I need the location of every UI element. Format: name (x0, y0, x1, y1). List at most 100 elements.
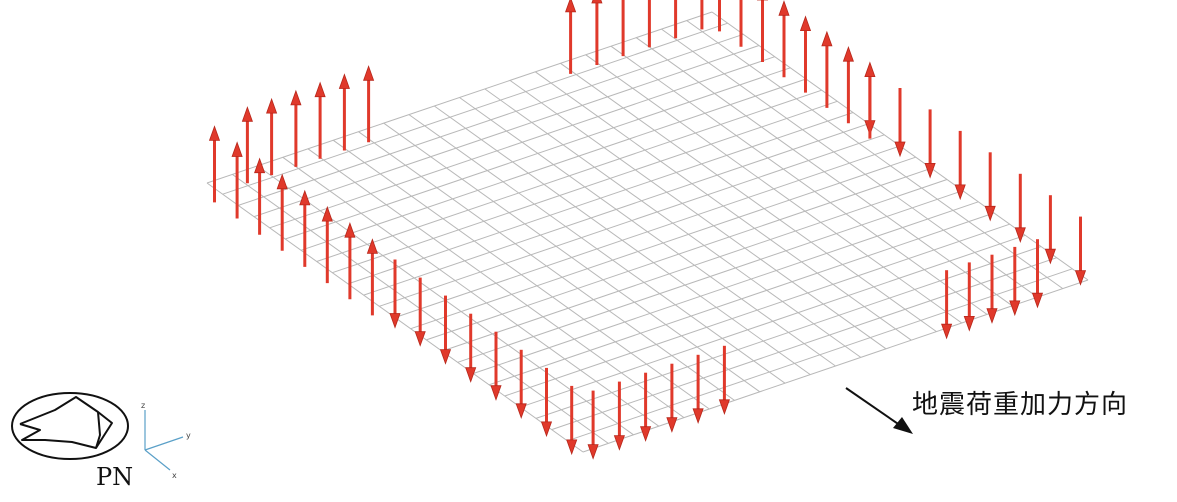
load-arrow-head (591, 0, 603, 4)
load-direction-label: 地震荷重加力方向 (912, 390, 1129, 420)
load-arrow-down (984, 152, 996, 222)
load-arrow-up (621, 0, 625, 57)
load-arrow-down (894, 88, 906, 158)
load-arrow-up (864, 61, 876, 139)
load-arrow-up (799, 15, 812, 93)
load-arrow-head (276, 173, 288, 190)
load-arrow-head (984, 205, 996, 222)
load-arrow-up (231, 141, 243, 219)
load-arrow-down (1009, 246, 1021, 317)
load-arrow-up (739, 0, 743, 47)
mesh-line (551, 257, 1057, 431)
load-arrow-down (540, 367, 553, 438)
load-arrow-up (290, 89, 302, 167)
load-arrow-down (414, 277, 426, 347)
load-arrow-up (276, 173, 288, 251)
load-arrow-up (366, 238, 378, 316)
mesh-line (394, 145, 901, 318)
load-arrow-head (338, 73, 350, 89)
load-arrow-up (363, 65, 375, 143)
load-arrow-head (986, 308, 998, 324)
load-arrow-up (674, 0, 678, 39)
mesh-line (567, 268, 1073, 442)
load-direction-arrow-icon (845, 387, 913, 434)
load-arrow-head (894, 141, 906, 158)
load-arrow-head (389, 313, 401, 329)
load-arrow-down (692, 354, 704, 424)
mesh-line (300, 78, 807, 251)
load-arrow-head (1014, 227, 1026, 243)
load-arrow-down (924, 109, 936, 179)
load-arrow-head (241, 106, 253, 122)
load-arrows (208, 0, 1087, 460)
mesh-line (332, 100, 838, 274)
mesh-line (238, 33, 744, 206)
load-arrow-up (842, 46, 854, 124)
load-arrow-down (1074, 216, 1087, 286)
load-arrow-up (344, 222, 356, 300)
mesh-line (222, 22, 728, 195)
load-arrow-head (363, 65, 375, 81)
load-arrow-head (366, 238, 378, 254)
load-arrow-down (1031, 239, 1044, 309)
load-arrow-head (344, 222, 356, 238)
load-arrow-up (778, 0, 790, 78)
load-arrow-head (1074, 270, 1087, 286)
axis-x-label: x (172, 471, 177, 480)
load-arrow-head (515, 403, 527, 419)
load-arrow-head (321, 205, 333, 222)
load-arrow-head (231, 141, 243, 157)
load-arrow-head (954, 184, 966, 201)
view-orientation-icon (11, 392, 129, 460)
load-arrow-up (299, 189, 311, 267)
load-arrow-up (718, 0, 721, 32)
load-arrow-down (986, 254, 998, 324)
load-arrow-head (799, 15, 812, 32)
load-arrow-head (842, 46, 854, 62)
load-arrow-down (1014, 173, 1026, 243)
load-arrow-down (963, 262, 975, 332)
load-arrow-down (1044, 195, 1056, 265)
load-arrow-up (756, 0, 769, 62)
load-arrow-head (314, 81, 326, 98)
load-arrow-head (963, 315, 975, 332)
load-arrow-down (389, 259, 401, 329)
load-arrow-up (314, 81, 326, 159)
load-arrow-down (587, 390, 599, 460)
mesh-line (488, 212, 995, 386)
mesh-line (206, 11, 713, 184)
mesh-line (269, 56, 775, 229)
load-arrow-head (540, 421, 553, 438)
load-arrow-head (864, 61, 876, 77)
load-arrow-up (208, 125, 221, 203)
mesh-line (582, 279, 1089, 453)
mesh-line (316, 89, 822, 262)
load-arrow-head (718, 399, 730, 415)
mesh-line (520, 234, 1026, 408)
load-arrow-down (666, 363, 678, 433)
mesh-line (473, 201, 979, 374)
axis-z-label: z (141, 401, 145, 410)
load-arrow-down (490, 331, 502, 401)
load-arrow-head (924, 162, 936, 179)
mesh-line (441, 179, 948, 352)
load-arrow-down (439, 295, 452, 365)
load-arrow-up (241, 106, 253, 184)
load-arrow-up (821, 30, 833, 108)
load-arrow-head (565, 0, 577, 13)
view-name-label: PN (96, 463, 134, 491)
load-arrow-head (778, 0, 790, 16)
load-arrow-up (647, 0, 651, 48)
mesh-line (457, 190, 963, 363)
load-arrow-up (591, 0, 603, 65)
load-arrow-head (587, 444, 599, 460)
mesh-line (426, 167, 932, 341)
load-arrow-head (254, 157, 266, 174)
load-arrow-head (299, 189, 311, 206)
load-arrow-head (414, 331, 426, 347)
load-arrow-up (338, 73, 350, 151)
slab-mesh-grid (206, 11, 1089, 453)
load-arrow-head (692, 408, 704, 424)
